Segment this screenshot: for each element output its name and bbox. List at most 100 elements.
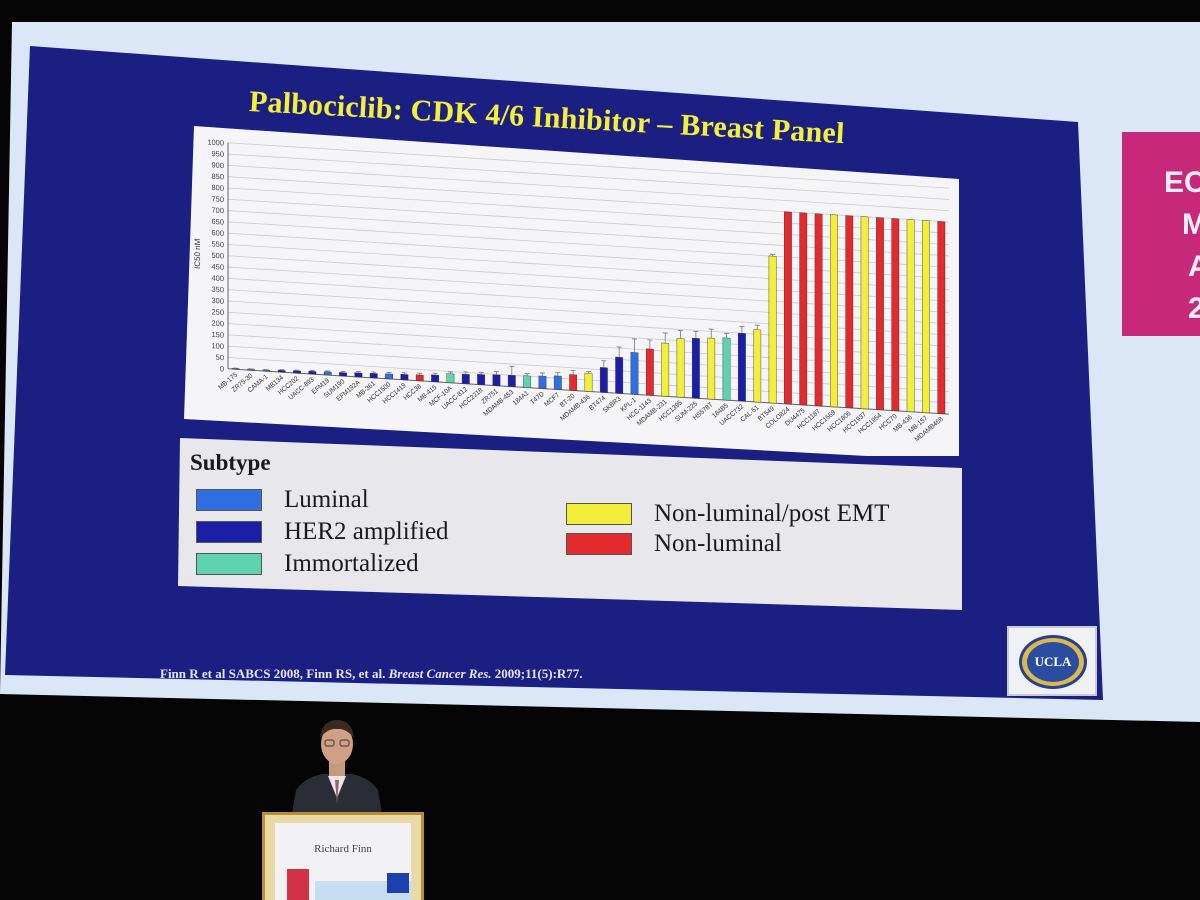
bar: [584, 372, 593, 392]
bar: [860, 216, 869, 410]
legend-item-post-emt: Non-luminal/post EMT: [566, 500, 889, 528]
legend-title: Subtype: [190, 450, 271, 475]
legend-swatch-post-emt: [566, 503, 632, 525]
y-axis-label: IC50 nM: [193, 238, 202, 269]
gridline: [228, 255, 949, 302]
chart-panel: 0 50 100 150 200 250 300 350 400 450 500 550 600 650 7…: [184, 126, 959, 456]
bar-chart: 0501001502002503003504004505005506006507…: [193, 137, 949, 443]
y-tick-label: 650: [211, 217, 224, 227]
y-tick-label: 50: [216, 353, 224, 363]
bar: [891, 218, 900, 412]
side-line-3: A: [1188, 250, 1200, 283]
gridline: [228, 232, 949, 279]
slide: Palbociclib: CDK 4/6 Inhibitor – Breast …: [5, 46, 1103, 700]
y-tick-label: 400: [211, 273, 224, 283]
side-line-2: M: [1182, 208, 1200, 241]
bar: [615, 356, 624, 394]
y-tick-label: 950: [211, 149, 224, 159]
y-tick-label: 800: [211, 183, 224, 193]
bar: [784, 211, 792, 405]
citation: Finn R et al SABCS 2008, Finn RS, et al.…: [160, 666, 583, 682]
bar: [354, 372, 363, 378]
bar: [446, 373, 455, 384]
legend-swatch-her2: [196, 521, 262, 543]
bar: [369, 372, 378, 379]
side-panel: EC M A 20: [1122, 132, 1200, 336]
y-tick-label: 450: [211, 262, 224, 272]
bar: [768, 255, 777, 404]
gridline: [228, 266, 949, 313]
bar: [277, 369, 286, 373]
bar: [830, 214, 838, 408]
bar: [645, 348, 654, 396]
podium-sign: Richard Finn: [275, 823, 411, 900]
legend-label-immortalized: Immortalized: [284, 550, 419, 577]
y-tick-label: 1000: [207, 137, 224, 147]
bar: [523, 375, 532, 389]
bar: [339, 372, 347, 377]
bar: [876, 217, 884, 411]
podium-logo-icon: [287, 869, 309, 900]
y-tick-label: 550: [211, 239, 224, 249]
bar: [431, 374, 439, 383]
bar: [753, 329, 762, 403]
legend-item-non-luminal: Non-luminal: [566, 530, 782, 558]
y-tick-label: 700: [211, 206, 224, 216]
y-tick-label: 500: [211, 251, 224, 261]
bar: [599, 367, 608, 393]
bar: [692, 337, 700, 399]
ucla-logo: UCLA: [1007, 626, 1097, 696]
bar: [676, 338, 685, 398]
bar: [906, 219, 915, 413]
legend-label-her2: HER2 amplified: [284, 518, 449, 545]
bar: [308, 370, 317, 375]
legend-swatch-immortalized: [196, 553, 262, 575]
gridline: [228, 244, 949, 291]
bar: [845, 215, 854, 409]
bar: [937, 221, 946, 415]
bar: [400, 373, 409, 381]
gridline: [228, 289, 949, 336]
bar: [707, 337, 716, 400]
legend-swatch-luminal: [196, 489, 262, 511]
citation-prefix: Finn R et al SABCS 2008, Finn RS, et al.: [160, 666, 389, 681]
gridline: [228, 142, 949, 189]
bar: [385, 373, 393, 380]
gridline: [228, 277, 949, 325]
y-tick-label: 900: [211, 160, 224, 170]
gridline: [228, 334, 949, 381]
side-line-4: 20: [1188, 292, 1200, 325]
gridline: [228, 323, 949, 370]
y-tick-label: 250: [211, 307, 224, 317]
y-tick-label: 200: [211, 319, 224, 329]
legend-item-her2: HER2 amplified: [196, 518, 449, 546]
gridline: [228, 153, 949, 200]
bar: [738, 332, 746, 402]
bar: [661, 342, 670, 397]
gridline: [228, 311, 949, 359]
gridline: [228, 221, 949, 268]
ucla-seal-icon: UCLA: [1019, 635, 1087, 689]
bar: [262, 369, 271, 372]
bar: [492, 374, 501, 387]
bar: [722, 337, 731, 401]
podium-square: [387, 873, 409, 893]
gridline: [228, 187, 949, 234]
y-tick-label: 0: [220, 364, 224, 373]
gridline: [228, 164, 949, 212]
bar: [799, 212, 808, 406]
y-tick-label: 600: [211, 228, 224, 238]
gridline: [228, 198, 949, 246]
legend-label-non-luminal: Non-luminal: [654, 530, 782, 557]
bar: [293, 370, 301, 374]
bar: [507, 374, 516, 388]
legend-swatch-non-luminal: [566, 533, 632, 555]
y-tick-label: 300: [211, 296, 224, 306]
legend-item-immortalized: Immortalized: [196, 550, 419, 578]
bar: [538, 375, 547, 389]
podium-name: Richard Finn: [314, 843, 372, 855]
gridline: [228, 176, 949, 223]
gridline: [228, 210, 949, 257]
y-tick-label: 100: [211, 341, 224, 351]
ucla-logo-text: UCLA: [1027, 642, 1079, 682]
